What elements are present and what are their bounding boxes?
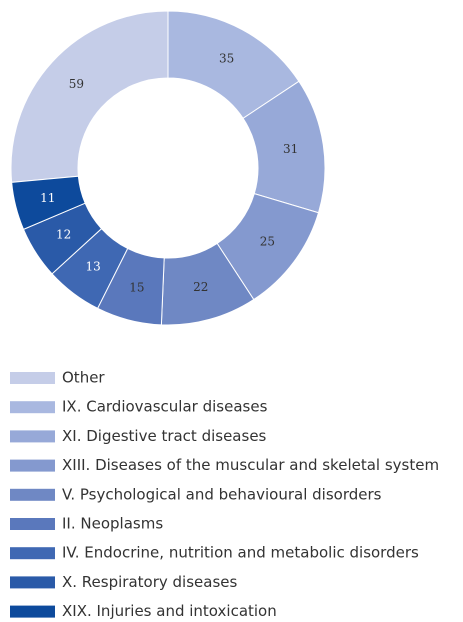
slice-label: 11 (40, 191, 55, 205)
legend-swatch (10, 372, 55, 384)
legend-label: IX. Cardiovascular diseases (62, 398, 268, 416)
slice-label: 35 (219, 51, 234, 65)
legend-label: XI. Digestive tract diseases (62, 427, 267, 445)
legend-swatch (10, 459, 55, 472)
slice-label: 25 (260, 235, 275, 249)
slice-label: 15 (129, 281, 144, 295)
legend-label: XIX. Injuries and intoxication (62, 602, 277, 620)
donut-slice (11, 175, 86, 231)
legend-label: II. Neoplasms (62, 515, 163, 533)
donut-slice (10, 10, 169, 183)
legend-label: XIII. Diseases of the muscular and skele… (62, 456, 439, 474)
legend-swatch (10, 518, 55, 530)
legend-label: V. Psychological and behavioural disorde… (62, 485, 382, 503)
legend-label: X. Respiratory diseases (62, 573, 237, 591)
legend-swatch (10, 488, 55, 501)
legend-swatch (10, 401, 55, 414)
slice-label: 59 (69, 77, 84, 91)
slice-label: 22 (193, 280, 208, 294)
legend-swatch (10, 605, 55, 618)
legend-swatch (10, 430, 55, 443)
legend-label: Other (62, 369, 105, 387)
slice-label: 31 (283, 142, 298, 156)
legend-swatch (10, 547, 55, 560)
slice-label: 12 (56, 227, 71, 241)
legend-swatch (10, 576, 55, 589)
slice-label: 13 (86, 259, 101, 273)
legend-label: IV. Endocrine, nutrition and metabolic d… (62, 544, 419, 562)
